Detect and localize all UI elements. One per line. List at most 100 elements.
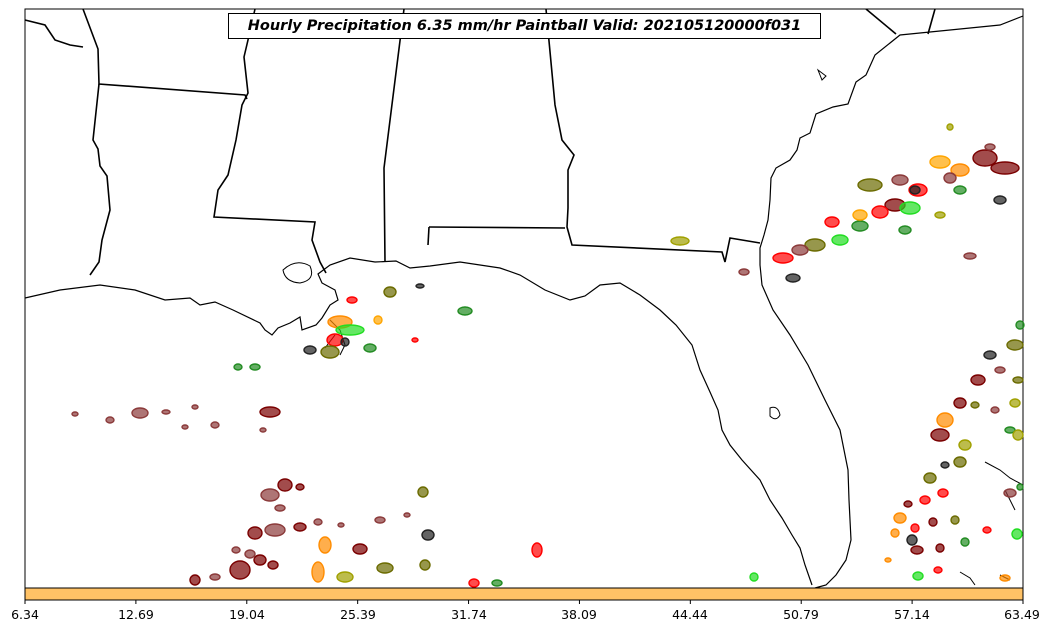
precip-blob [990, 161, 1020, 175]
precip-blob [131, 407, 149, 419]
precip-blob [247, 526, 263, 540]
precip-blob [958, 439, 972, 451]
precip-blob [933, 566, 943, 574]
precip-blob [260, 488, 280, 502]
colorbar-tick-1: 12.69 [118, 607, 154, 622]
precip-blob [929, 155, 951, 169]
precip-blob [1016, 483, 1024, 491]
precip-blob [253, 554, 267, 566]
precip-blob [105, 416, 115, 424]
map-frame [24, 8, 1024, 589]
precip-blob [231, 546, 241, 554]
precip-blob [852, 209, 868, 221]
precip-blob [851, 220, 869, 232]
colorbar-tick-2: 19.04 [229, 607, 265, 622]
colorbar-fill [24, 587, 1024, 601]
precip-blob [1006, 339, 1024, 351]
precip-blob [960, 537, 970, 547]
precip-blob [1012, 376, 1024, 384]
precip-blob [934, 211, 946, 219]
precip-blob [857, 178, 883, 192]
precip-blob [411, 337, 419, 343]
precip-blob [972, 149, 998, 167]
precip-blob [928, 517, 938, 527]
lake-pontchartrain [282, 262, 313, 284]
precip-blob [982, 526, 992, 534]
precip-blob [738, 268, 750, 276]
precip-blob [303, 345, 317, 355]
colorbar-tick-7: 50.79 [783, 607, 819, 622]
gulf-coastline [24, 257, 813, 586]
precip-blob [994, 366, 1006, 374]
precip-blob [937, 488, 949, 498]
precip-blob [244, 549, 256, 559]
precip-blob [910, 545, 924, 555]
precip-blob [189, 574, 201, 586]
precip-blob [233, 363, 243, 371]
precip-blob [950, 163, 970, 177]
precip-blob [335, 324, 365, 336]
precip-blob [293, 522, 307, 532]
precip-blob [383, 286, 397, 298]
precip-blob [899, 201, 921, 215]
precip-blob [890, 528, 900, 538]
precip-blob [336, 571, 354, 583]
precip-blob [909, 185, 921, 195]
precip-blob [999, 574, 1011, 582]
precip-blob [791, 244, 809, 256]
precip-blob [373, 315, 383, 325]
precip-blob [468, 578, 480, 588]
precip-blob [963, 252, 977, 260]
precip-blob [181, 424, 189, 430]
precip-blob [912, 571, 924, 581]
basemap [24, 8, 1024, 589]
precip-blob [923, 472, 937, 484]
precip-blob [903, 500, 913, 508]
state-borders [24, 8, 936, 276]
precip-blob [1015, 320, 1025, 330]
precip-blob [906, 534, 918, 546]
precip-blob [940, 461, 950, 469]
precip-blob [749, 572, 759, 582]
precip-blob [831, 234, 849, 246]
precip-blob [311, 561, 325, 583]
precip-blob [983, 350, 997, 360]
precip-blob [953, 185, 967, 195]
precip-blob [993, 195, 1007, 205]
colorbar-tick-9: 63.49 [1004, 607, 1040, 622]
precip-blob [936, 412, 954, 428]
precip-blob [264, 523, 286, 537]
precip-blob [804, 238, 826, 252]
precip-blob [935, 543, 945, 553]
precip-blob [891, 174, 909, 186]
precip-blob [374, 516, 386, 524]
precip-blob [893, 512, 907, 524]
precip-blob [415, 283, 425, 289]
precip-blob [950, 515, 960, 525]
precip-blob [824, 216, 840, 228]
precip-blob [953, 456, 967, 468]
precip-blob [191, 404, 199, 410]
lake-okeechobee [769, 406, 781, 420]
precip-blob [491, 579, 503, 587]
precip-blob [898, 225, 912, 235]
precip-blob [919, 495, 931, 505]
precip-blob [871, 205, 889, 219]
precip-blob [259, 427, 267, 433]
colorbar-tick-0: 6.34 [11, 607, 39, 622]
precip-blob [1004, 426, 1016, 434]
precip-blob [326, 333, 344, 347]
precip-blob [337, 522, 345, 528]
precip-contours [71, 123, 1025, 588]
precip-blob [970, 401, 980, 409]
precip-blob [403, 512, 411, 518]
precip-blob [376, 562, 394, 574]
colorbar-tick-8: 57.14 [894, 607, 930, 622]
precip-blob [970, 374, 986, 386]
precip-blob [1003, 488, 1017, 498]
map-title: Hourly Precipitation 6.35 mm/hr Paintbal… [228, 13, 821, 39]
precip-blob [209, 573, 221, 581]
precip-blob [953, 397, 967, 409]
precip-blob [352, 543, 368, 555]
